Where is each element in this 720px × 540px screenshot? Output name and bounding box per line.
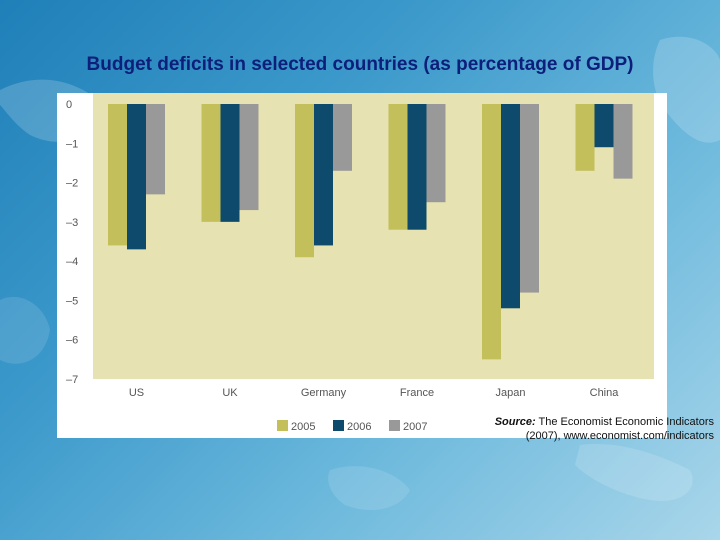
y-tick-label: –4 — [66, 256, 78, 268]
bar-france-2007 — [426, 104, 446, 203]
source-label: Source: — [494, 416, 536, 428]
plot-area — [93, 93, 654, 379]
bar-france-2006 — [407, 104, 427, 230]
y-tick-label: –5 — [66, 295, 78, 307]
bar-uk-2005 — [201, 104, 221, 222]
bar-china-2005 — [575, 104, 595, 171]
y-tick-label: –3 — [66, 217, 78, 229]
bar-japan-2007 — [520, 104, 539, 293]
y-tick-label: 0 — [66, 99, 72, 111]
x-tick-label: Germany — [301, 387, 347, 399]
legend-swatch-2007 — [389, 420, 400, 431]
y-tick-label: –7 — [66, 374, 78, 386]
bar-germany-2006 — [314, 104, 333, 246]
x-tick-label: Japan — [496, 387, 526, 399]
bar-us-2006 — [127, 104, 146, 250]
x-tick-label: UK — [222, 387, 238, 399]
legend-label-2005: 2005 — [291, 421, 315, 433]
bar-germany-2007 — [333, 104, 352, 171]
x-tick-label: China — [590, 387, 620, 399]
y-tick-label: –6 — [66, 335, 78, 347]
bar-china-2006 — [594, 104, 614, 148]
chart-panel: 0 –1 –2 –3 –4 –5 –6 –7 US UK Germany France Japan Chi… — [57, 93, 667, 438]
slide-title: Budget deficits in selected countries (a… — [86, 54, 634, 75]
legend-swatch-2006 — [333, 420, 344, 431]
x-tick-label: France — [400, 387, 434, 399]
bar-japan-2006 — [501, 104, 520, 309]
bar-us-2007 — [146, 104, 165, 195]
source-text: The Economist Economic Indicators (2007)… — [525, 416, 714, 442]
legend-swatch-2005 — [277, 420, 288, 431]
bar-germany-2005 — [295, 104, 314, 258]
bar-chart: 0 –1 –2 –3 –4 –5 –6 –7 US UK Germany France Japan Chi… — [66, 93, 654, 433]
y-tick-label: –2 — [66, 178, 78, 190]
x-tick-label: US — [129, 387, 144, 399]
legend-label-2006: 2006 — [347, 421, 371, 433]
bar-china-2007 — [613, 104, 633, 179]
bar-us-2005 — [108, 104, 127, 246]
bar-uk-2006 — [220, 104, 240, 222]
y-tick-label: –1 — [66, 138, 78, 150]
legend-label-2007: 2007 — [403, 421, 427, 433]
bar-japan-2005 — [482, 104, 501, 360]
source-note: Source: The Economist Economic Indicator… — [474, 415, 714, 443]
bar-uk-2007 — [239, 104, 259, 211]
bar-france-2005 — [388, 104, 408, 230]
